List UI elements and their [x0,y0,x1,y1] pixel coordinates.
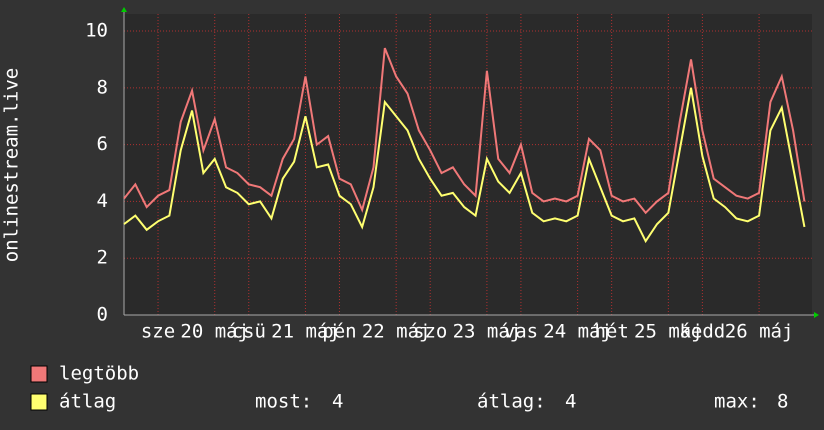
x-tick-label: sze [141,321,175,343]
plot-area [124,14,812,315]
x-tick-label: 22 máj [362,321,431,343]
y-tick-label: 6 [97,133,108,155]
x-tick-label: 26 máj [725,321,794,343]
x-tick-label: 24 máj [543,321,612,343]
x-tick-label: hét [594,321,628,343]
legend-swatch [30,365,48,383]
axis-arrow [814,312,819,318]
series-line [123,47,806,215]
legend-label: átlag [59,391,116,413]
stat-value: 4 [332,391,343,413]
legend-swatch [30,393,48,411]
x-tick-label: kedd [679,321,725,343]
y-tick-label: 2 [97,247,108,269]
x-tick-label: 25 máj [634,321,703,343]
x-tick-label: 23 máj [453,321,522,343]
x-tick-label: 20 máj [180,321,249,343]
stat-value: 8 [777,391,788,413]
legend-label: legtöbb [59,363,139,385]
x-tick-label: 21 máj [271,321,340,343]
y-tick-label: 0 [97,304,108,326]
stat-label: átlag: [477,391,546,413]
stat-label: max: [714,391,760,413]
y-tick-label: 10 [85,20,108,42]
stat-value: 4 [565,391,576,413]
y-tick-label: 4 [97,190,108,212]
axis-arrow [121,7,127,12]
x-tick-label: szo [413,321,447,343]
y-tick-label: 8 [97,76,108,98]
stat-label: most: [255,391,312,413]
series-line [123,87,806,244]
x-tick-label: pén [322,321,356,343]
x-tick-label: csü [232,321,266,343]
x-tick-label: vas [504,321,538,343]
y-axis-label: onlinestream.live [1,68,23,262]
